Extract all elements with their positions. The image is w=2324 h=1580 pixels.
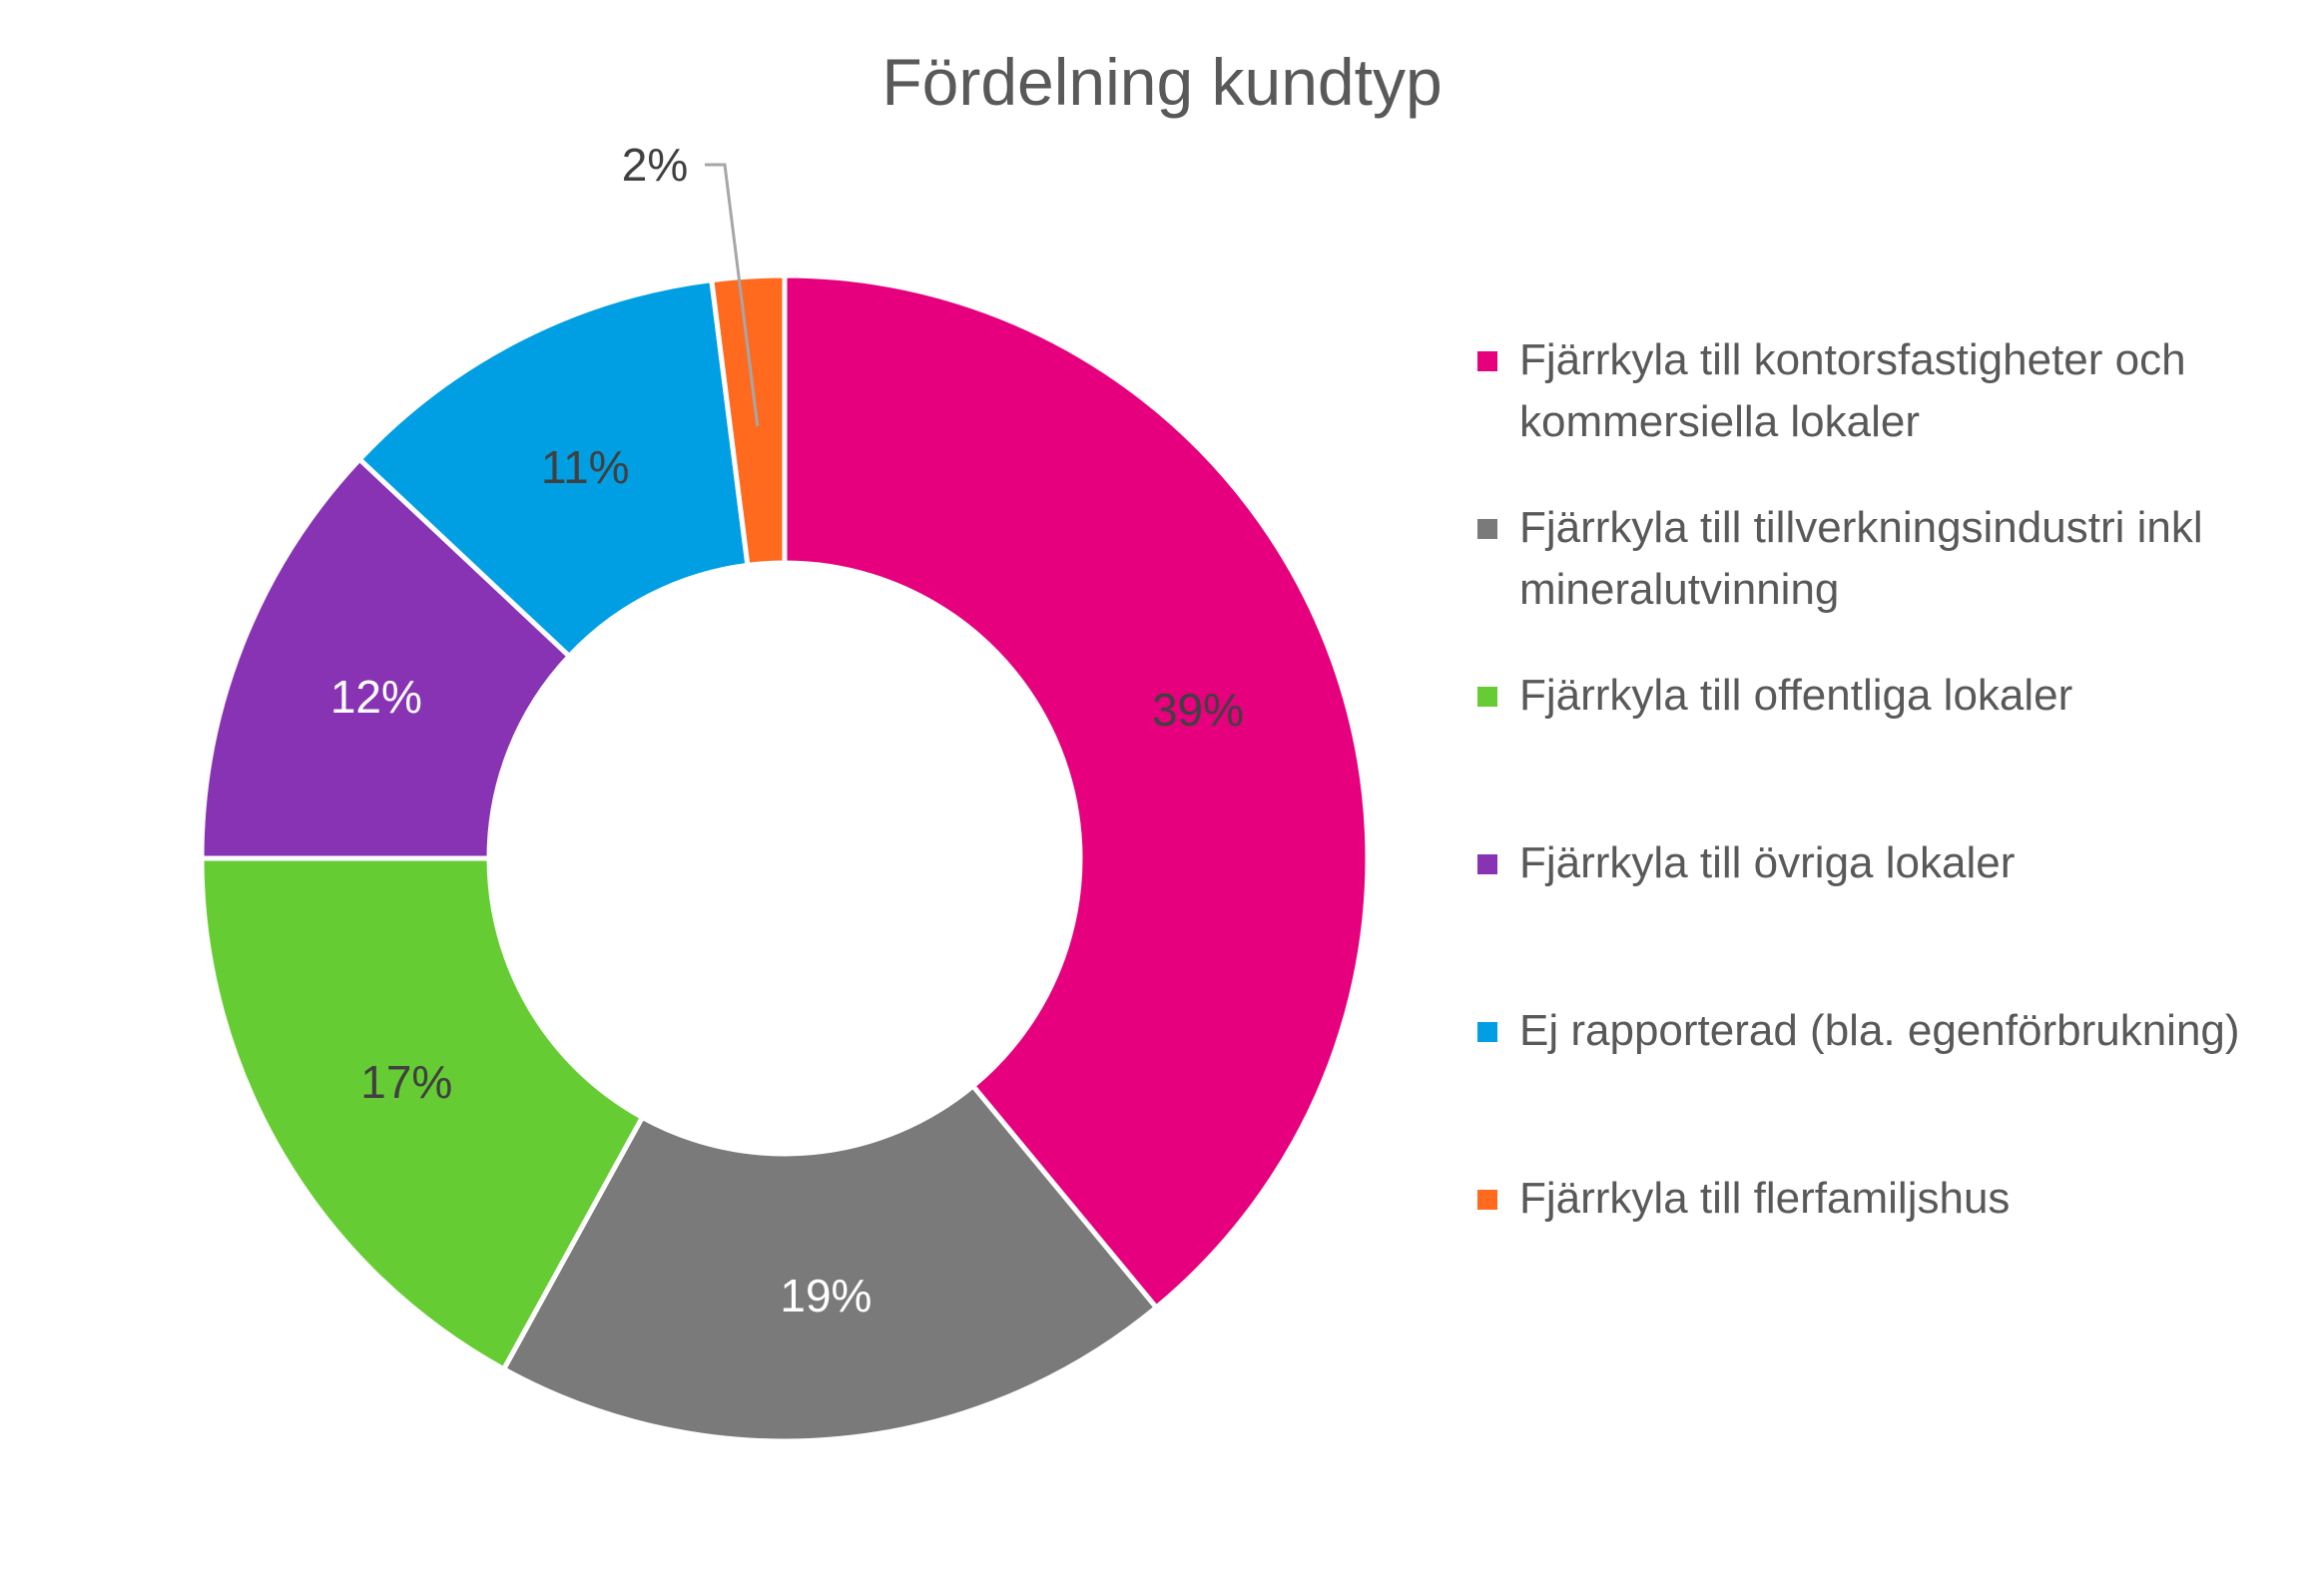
slice-label-5: 2%: [622, 139, 688, 191]
legend-item-4: Ej rapporterad (bla. egenförbrukning): [1477, 1000, 2288, 1062]
slice-2: [199, 855, 646, 1373]
slice-label-4: 11%: [541, 441, 630, 493]
slice-label-0: 39%: [1152, 684, 1244, 736]
slice-4: [355, 276, 751, 660]
legend-item-5: Fjärrkyla till flerfamiljshus: [1477, 1168, 2288, 1230]
legend-label-5: Fjärrkyla till flerfamiljshus: [1519, 1174, 2011, 1223]
legend-swatch-2: [1477, 687, 1497, 707]
slice-1: [500, 1082, 1160, 1444]
legend-item-0: Fjärrkyla till kontorsfastigheter och ko…: [1477, 329, 2288, 453]
legend-label-0: Fjärrkyla till kontorsfastigheter och ko…: [1519, 335, 2186, 446]
legend-swatch-4: [1477, 1022, 1497, 1042]
legend-swatch-1: [1477, 519, 1497, 539]
slice-label-3: 12%: [330, 671, 422, 723]
slice-5: [709, 272, 788, 569]
slice-3: [199, 455, 573, 861]
donut-chart: 39% 19% 17% 12% 11% 2%: [199, 139, 1371, 1444]
legend-label-3: Fjärrkyla till övriga lokaler: [1519, 838, 2016, 887]
leader-line-5: [705, 163, 760, 427]
slice-0: [782, 272, 1371, 1312]
slice-label-1: 19%: [780, 1270, 872, 1321]
legend-swatch-3: [1477, 854, 1497, 874]
legend-label-2: Fjärrkyla till offentliga lokaler: [1519, 671, 2073, 720]
legend-label-1: Fjärrkyla till tillverkningsindustri ink…: [1519, 503, 2203, 614]
legend-label-4: Ej rapporterad (bla. egenförbrukning): [1519, 1006, 2240, 1055]
legend-item-1: Fjärrkyla till tillverkningsindustri ink…: [1477, 497, 2288, 621]
legend-item-3: Fjärrkyla till övriga lokaler: [1477, 832, 2288, 894]
legend-swatch-0: [1477, 351, 1497, 371]
legend-swatch-5: [1477, 1190, 1497, 1210]
legend-item-2: Fjärrkyla till offentliga lokaler: [1477, 665, 2288, 727]
chart-title: Fördelning kundtyp: [881, 45, 1443, 119]
slice-label-2: 17%: [360, 1056, 452, 1108]
